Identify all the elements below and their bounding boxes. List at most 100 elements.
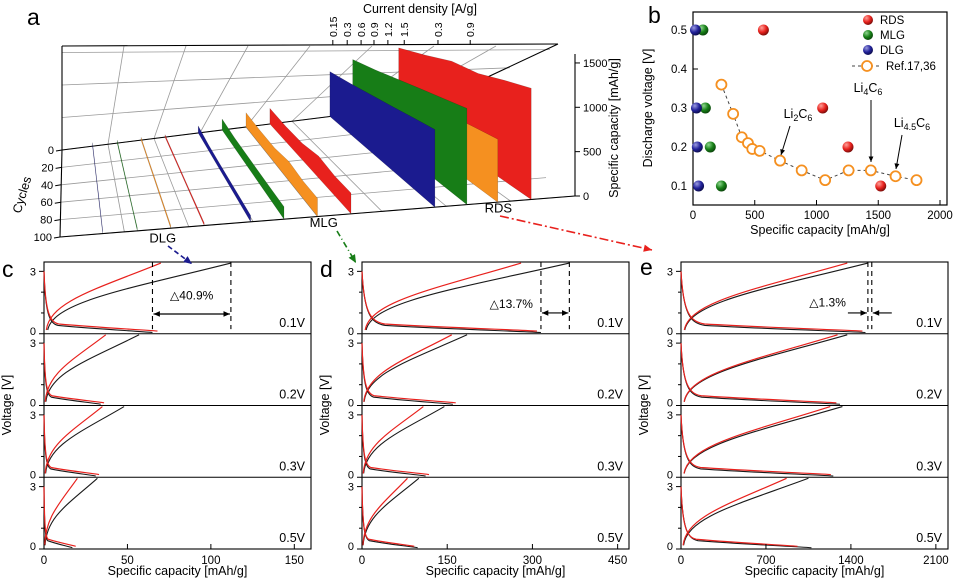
panel-c-x-tick: 150 [285, 555, 304, 567]
b-legend-marker-DLG [863, 45, 873, 55]
b-point-RDS [757, 24, 769, 36]
panel-e-delta-label: △1.3% [809, 296, 846, 310]
b-ref-point [889, 170, 902, 183]
panel-d-black-discharge [361, 414, 426, 477]
panel-d-red-discharge [361, 271, 538, 332]
panel-e-x-tick: 0 [678, 555, 684, 567]
panel-e-red-charge [683, 262, 848, 331]
a-ridge-green [221, 118, 285, 220]
panel-d-y-axis-title: Voltage [V] [318, 375, 332, 435]
b-ref-point [795, 164, 808, 177]
panel-d-red-discharge [361, 414, 430, 476]
a-ridge-navy [92, 142, 103, 234]
panel-e-black-charge [683, 406, 843, 474]
panel-e-black-charge [684, 262, 869, 331]
a-current-tick: 0.9 [465, 22, 477, 37]
panel-c-ytick: 3 [30, 482, 36, 494]
panel-label-e: e [640, 254, 653, 280]
a-cycles-tick: 60 [41, 197, 53, 209]
panel-e-ytick: 0 [667, 398, 673, 410]
a-current-tick: 0.9 [369, 22, 381, 37]
panel-e-y-axis-title: Voltage [V] [637, 375, 651, 435]
panel-d-rate-label: 0.3V [597, 459, 623, 473]
b-point-MLG [699, 102, 711, 114]
b-point-DLG [693, 180, 705, 192]
panel-label-b: b [648, 2, 661, 28]
b-y-tick: 0.3 [671, 103, 687, 115]
panel-e-ytick: 0 [667, 541, 673, 553]
panel-e-black-discharge [680, 343, 841, 405]
panel-c-rate-label: 0.5V [279, 531, 305, 545]
panel-d-rate-label: 0.1V [597, 316, 623, 330]
a-current-tick: 1.2 [383, 22, 395, 37]
b-ref-point [753, 144, 766, 157]
panel-e-red-charge [683, 405, 831, 474]
b-x-tick: 500 [745, 210, 764, 222]
a-cycles-tick: 80 [40, 215, 52, 227]
a-capacity-tick: 0 [583, 191, 589, 203]
panel-e-red-discharge [680, 271, 863, 332]
a-capacity-tick: 1500 [583, 58, 607, 70]
panel-c-ytick: 0 [30, 398, 36, 410]
b-point-RDS [842, 141, 854, 153]
panel-c-x-tick: 100 [201, 555, 220, 567]
a-capacity-tick: 1000 [583, 102, 607, 114]
b-x-tick: 0 [690, 210, 696, 222]
panel-d-black-discharge [361, 343, 453, 405]
panel-d-ytick: 3 [348, 410, 354, 422]
b-x-tick: 1000 [804, 210, 830, 222]
b-point-DLG [690, 102, 702, 114]
a-group-label-DLG: DLG [149, 231, 176, 246]
panel-d-ytick: 0 [348, 469, 354, 481]
b-ref-point [819, 174, 832, 187]
panel-c-ytick: 3 [30, 266, 36, 278]
b-point-DLG [689, 24, 701, 36]
a-group-label-MLG: MLG [310, 215, 338, 230]
panel-e-rate-label: 0.2V [916, 388, 942, 402]
panel-d-ytick: 3 [348, 266, 354, 278]
b-y-tick: 0.2 [671, 142, 687, 154]
a-cycles-tick: 100 [34, 232, 52, 244]
panel-c-ytick: 0 [30, 326, 36, 338]
panel-e-rate-label: 0.3V [916, 459, 942, 473]
b-ref-point [727, 107, 740, 120]
panel-d-ytick: 0 [348, 398, 354, 410]
panel-e-black-charge [683, 477, 809, 546]
panel-c-x-tick: 0 [41, 555, 47, 567]
panel-e-x-tick: 1400 [838, 555, 864, 567]
panel-e-rate-label: 0.1V [916, 316, 942, 330]
panel-e-x-tick: 700 [756, 555, 775, 567]
panel-d-red-discharge [361, 486, 415, 547]
panel-d-black-charge [362, 477, 420, 546]
b-y-tick: 0.4 [671, 64, 688, 76]
panel-d-rate-label: 0.5V [597, 531, 623, 545]
b-ref-point [864, 164, 877, 177]
panel-c-delta-label: △40.9% [170, 288, 214, 302]
panel-c-black-discharge [43, 343, 101, 405]
panel-e-ytick: 3 [667, 482, 673, 494]
panel-label-c: c [2, 256, 14, 282]
panel-e-x-tick: 2100 [923, 555, 949, 567]
panel-c-red-discharge [43, 343, 105, 404]
b-y-tick: 0.1 [671, 181, 687, 193]
panel-e-rate-label: 0.5V [916, 531, 942, 545]
panel-d-x-tick: 150 [438, 555, 457, 567]
b-ref-point [715, 78, 728, 91]
b-annotation-label: Li4C6 [854, 81, 883, 97]
panel-d-ytick: 0 [348, 541, 354, 553]
panel-c-red-discharge [43, 414, 100, 476]
panel-c-x-axis-title: Specific capacity [mAh/g] [108, 564, 248, 578]
panel-e-black-charge [683, 334, 848, 402]
b-point-RDS [817, 102, 829, 114]
panel-e-red-charge [682, 477, 787, 546]
panel-c-red-discharge [43, 486, 76, 547]
a-current-tick: 1.5 [399, 22, 411, 37]
panel-d-x-tick: 0 [359, 555, 365, 567]
panel-c-black-charge [44, 477, 98, 546]
b-y-axis-title: Discharge voltage [V] [641, 49, 655, 168]
panel-b-scatter-chart: 0 500 1000 1500 2000 0.1 0.2 0.3 0.4 0.5 Specific … [641, 11, 953, 237]
panel-e-ytick: 3 [667, 266, 673, 278]
